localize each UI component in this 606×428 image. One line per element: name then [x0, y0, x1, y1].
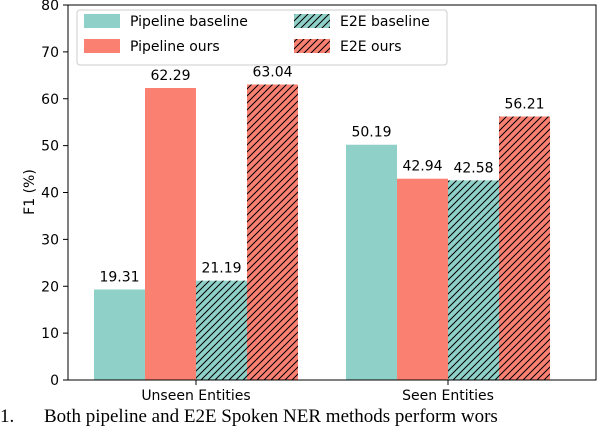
- data-label: 21.19: [201, 261, 241, 277]
- y-tick-label: 70: [41, 45, 59, 61]
- y-tick-label: 10: [41, 326, 59, 342]
- data-label: 42.94: [402, 159, 442, 175]
- bar-hatch: [196, 280, 247, 380]
- legend-label: Pipeline ours: [130, 39, 220, 55]
- y-tick-label: 30: [41, 232, 59, 248]
- y-tick-label: 40: [41, 186, 59, 202]
- bar-hatch: [499, 116, 550, 380]
- y-tick-label: 50: [41, 139, 59, 155]
- figure-caption: 1. Both pipeline and E2E Spoken NER meth…: [0, 406, 606, 428]
- data-label: 19.31: [99, 269, 139, 285]
- legend-label: Pipeline baseline: [130, 14, 248, 30]
- legend-label: E2E baseline: [340, 14, 430, 30]
- bars-layer: [94, 84, 550, 380]
- data-label: 63.04: [252, 65, 292, 81]
- legend-swatch: [84, 39, 120, 53]
- plot-frame: [67, 4, 597, 381]
- data-label: 56.21: [504, 97, 544, 113]
- bar-chart: 0 10 20 30 40 50 60 70 80 Unseen Entities Seen Ent…: [22, 0, 597, 404]
- legend-label: E2E ours: [340, 39, 402, 55]
- bar: [94, 289, 145, 380]
- legend: Pipeline baseline Pipeline ours E2E baseli…: [76, 9, 448, 66]
- data-label: 50.19: [351, 125, 391, 141]
- data-label: 42.58: [453, 160, 493, 176]
- bar: [145, 88, 196, 380]
- data-labels-layer: 19.31 62.29 21.19 63.04 50.19 42.94 42.58 56.21: [99, 65, 544, 286]
- y-tick-label: 20: [41, 279, 59, 295]
- x-tick-label: Seen Entities: [402, 388, 494, 404]
- legend-box: [76, 9, 448, 66]
- bar: [397, 178, 448, 380]
- bar-hatch: [247, 84, 298, 380]
- caption-text: Both pipeline and E2E Spoken NER methods…: [44, 406, 498, 427]
- y-tick-label: 60: [41, 92, 59, 108]
- bar-hatch: [448, 180, 499, 380]
- y-tick-label: 80: [41, 0, 59, 14]
- x-tick-label: Unseen Entities: [141, 388, 250, 404]
- bar: [346, 144, 397, 380]
- legend-swatch: [84, 14, 120, 28]
- data-label: 62.29: [150, 68, 190, 84]
- y-tick-label: 0: [50, 373, 59, 389]
- axes-layer: 0 10 20 30 40 50 60 70 80 Unseen Entities Seen Ent…: [41, 0, 494, 404]
- legend-swatch-hatch: [294, 14, 330, 28]
- legend-swatch-hatch: [294, 39, 330, 53]
- y-axis-label: F1 (%): [22, 169, 38, 215]
- caption-label: 1.: [0, 406, 15, 427]
